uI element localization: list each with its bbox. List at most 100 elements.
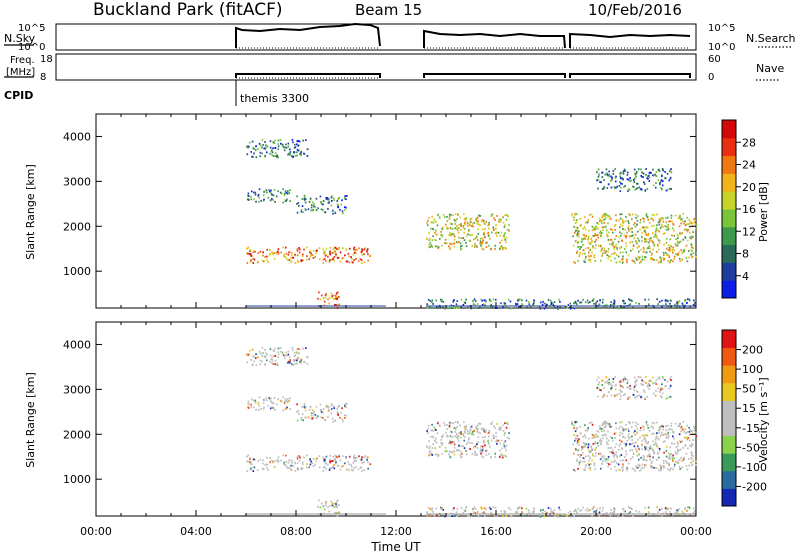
- power-point: [283, 146, 285, 149]
- power-point: [323, 251, 326, 254]
- velocity-point: [282, 352, 284, 355]
- power-point: [343, 196, 346, 199]
- power-point: [644, 239, 647, 242]
- power-point: [659, 183, 661, 186]
- velocity-point: [638, 510, 640, 513]
- velocity-point: [323, 419, 326, 422]
- power-point: [473, 221, 476, 224]
- power-point: [453, 238, 456, 241]
- velocity-point: [442, 421, 445, 424]
- velocity-point: [291, 459, 293, 462]
- velocity-point: [299, 361, 301, 363]
- velocity-point: [645, 376, 647, 378]
- velocity-point: [597, 395, 599, 398]
- velocity-point: [631, 439, 633, 441]
- power-point: [287, 253, 290, 256]
- power-point: [673, 257, 676, 260]
- power-point: [431, 246, 434, 248]
- velocity-point: [289, 397, 291, 400]
- velocity-point: [476, 430, 479, 433]
- velocity-point: [367, 461, 369, 464]
- velocity-point: [538, 514, 541, 516]
- power-point: [432, 227, 434, 230]
- velocity-point: [596, 430, 599, 432]
- velocity-point: [609, 514, 612, 517]
- velocity-point: [436, 422, 439, 425]
- velocity-point: [330, 404, 333, 407]
- power-point: [297, 260, 300, 263]
- velocity-point: [599, 388, 601, 391]
- velocity-point: [673, 442, 676, 445]
- velocity-point: [440, 506, 442, 509]
- y-tick-label: 2000: [63, 428, 91, 441]
- velocity-point: [652, 427, 655, 430]
- velocity-point: [686, 468, 689, 471]
- velocity-point: [483, 511, 485, 514]
- power-point: [502, 306, 504, 309]
- power-point: [637, 215, 639, 218]
- velocity-point: [635, 425, 637, 427]
- power-point: [303, 198, 306, 200]
- power-point: [611, 253, 613, 256]
- nsearch-tick-bottom: 10^0: [708, 42, 735, 53]
- power-point: [658, 223, 661, 226]
- velocity-point: [469, 448, 472, 450]
- velocity-point: [547, 507, 550, 509]
- velocity-point: [604, 422, 607, 425]
- velocity-point: [494, 515, 497, 517]
- velocity-point: [648, 453, 651, 456]
- power-point: [284, 146, 286, 149]
- power-point: [593, 254, 596, 257]
- power-point: [360, 259, 363, 261]
- power-point: [614, 180, 617, 183]
- power-point: [250, 259, 252, 262]
- velocity-point: [449, 440, 451, 442]
- velocity-point: [604, 459, 607, 462]
- power-point: [446, 227, 448, 230]
- velocity-point: [610, 446, 612, 449]
- velocity-point: [335, 461, 337, 464]
- power-point: [592, 299, 594, 302]
- velocity-point: [614, 453, 617, 456]
- power-point: [265, 144, 267, 147]
- velocity-point: [601, 509, 604, 512]
- velocity-point: [678, 423, 681, 426]
- power-point: [528, 303, 531, 306]
- velocity-point: [607, 465, 610, 468]
- velocity-point: [277, 456, 280, 459]
- power-point: [665, 225, 668, 228]
- power-point: [592, 245, 594, 248]
- power-point: [251, 140, 254, 143]
- velocity-point: [452, 422, 455, 425]
- velocity-point: [625, 450, 627, 453]
- velocity-point: [319, 403, 322, 406]
- velocity-point: [577, 441, 580, 444]
- power-point: [619, 226, 621, 229]
- velocity-point: [527, 509, 530, 512]
- power-point: [458, 223, 461, 226]
- power-point: [683, 305, 685, 308]
- power-point: [300, 208, 303, 211]
- power-point: [615, 261, 618, 264]
- power-point: [670, 259, 672, 262]
- velocity-point: [480, 452, 482, 455]
- power-point: [576, 233, 578, 236]
- velocity-point: [672, 430, 674, 433]
- power-point: [504, 246, 507, 249]
- velocity-point: [598, 428, 601, 430]
- power-point: [584, 226, 586, 229]
- power-point: [297, 149, 300, 152]
- power-point: [505, 306, 507, 309]
- velocity-point: [641, 443, 643, 446]
- velocity-point: [502, 455, 505, 457]
- power-point: [603, 221, 606, 224]
- power-point: [428, 243, 430, 246]
- velocity-point: [344, 403, 346, 406]
- power-point: [619, 181, 621, 184]
- velocity-point: [633, 385, 636, 388]
- velocity-point: [518, 506, 521, 508]
- power-point: [582, 298, 584, 301]
- power-point: [621, 262, 624, 264]
- velocity-point: [614, 432, 617, 434]
- power-point: [300, 154, 302, 156]
